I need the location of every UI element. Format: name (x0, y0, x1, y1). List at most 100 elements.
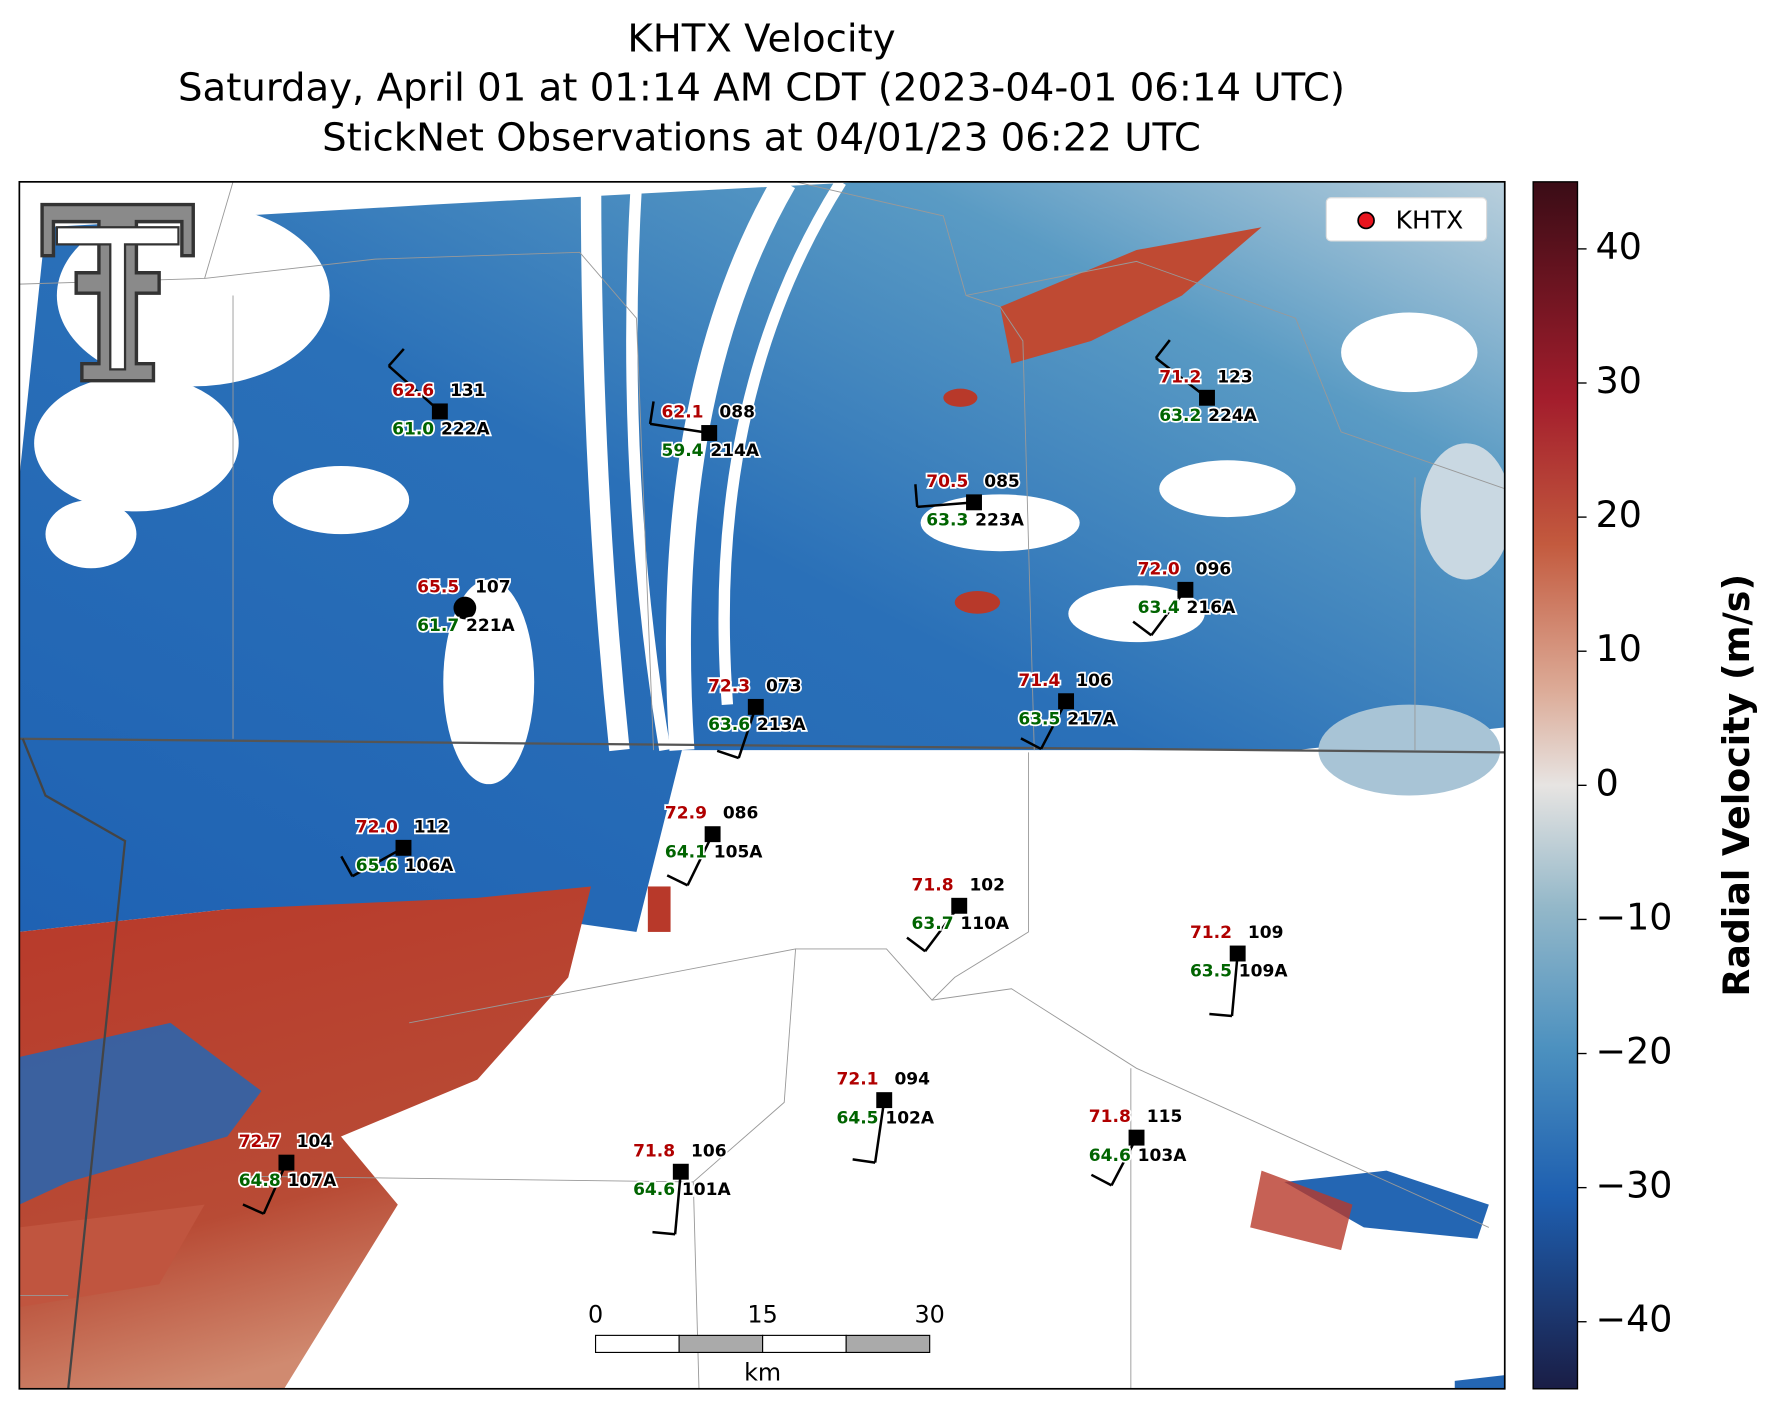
station-marker (431, 403, 448, 420)
wind-direction: 102 (969, 875, 1005, 895)
wind-direction: 088 (719, 403, 755, 423)
station-marker (1128, 1129, 1145, 1146)
dewpoint: 63.5 (1190, 962, 1232, 982)
station-marker (1177, 581, 1194, 598)
dewpoint: 61.0 (392, 420, 434, 440)
wind-barb (906, 936, 926, 953)
colorbar-tick-label: −30 (1596, 1164, 1673, 1207)
station-id: 224A (1208, 406, 1258, 426)
scale-bar: 0 15 30 km (588, 1301, 945, 1387)
temperature: 72.0 (356, 817, 398, 837)
station-marker (1058, 693, 1075, 710)
station: 72.0 096 63.4 216A (1132, 558, 1238, 637)
legend-marker (1357, 211, 1375, 230)
dewpoint: 63.5 (1018, 709, 1060, 729)
wind-staff (737, 706, 757, 759)
boundaries (19, 181, 1505, 1389)
station: 72.1 094 64.5 102A (835, 1068, 937, 1164)
station-marker (747, 698, 764, 715)
wind-barb (387, 348, 405, 367)
station-id: 216A (1187, 598, 1237, 618)
station: 71.2 123 63.2 224A (1154, 339, 1259, 428)
station: 71.8 102 63.7 110A (906, 874, 1012, 953)
wind-direction: 096 (1196, 559, 1232, 579)
wind-barb (652, 1230, 676, 1236)
colorbar-scale (1532, 181, 1579, 1390)
stations: 62.6 131 61.0 222A 62.1 088 59.4 214A 71.2 123 63.… (237, 339, 1290, 1236)
station-marker (278, 1154, 295, 1171)
dewpoint: 64.5 (837, 1108, 879, 1128)
colorbar-label: Radial Velocity (m/s) (1715, 574, 1758, 997)
observation-time: StickNet Observations at 04/01/23 06:22 … (322, 115, 1201, 160)
temperature: 72.9 (665, 804, 707, 824)
wind-staff (686, 833, 714, 886)
wind-direction: 073 (766, 676, 802, 696)
station-id: 106A (405, 856, 455, 876)
dewpoint: 63.6 (708, 715, 750, 735)
temperature: 71.2 (1159, 367, 1201, 387)
station: 62.6 131 61.0 222A (387, 348, 492, 441)
station-id: 217A (1067, 709, 1117, 729)
wind-direction: 085 (984, 472, 1020, 492)
temperature: 62.6 (392, 381, 434, 401)
radar-field (19, 181, 1505, 1389)
station: 71.4 106 63.5 217A (1017, 669, 1118, 751)
wind-direction: 086 (723, 804, 759, 824)
wind-direction: 109 (1248, 923, 1284, 943)
scale-unit: km (744, 1359, 781, 1387)
wind-staff (1230, 953, 1239, 1017)
wind-direction: 131 (450, 381, 486, 401)
station: 70.5 085 63.3 223A (914, 470, 1026, 532)
wind-barb (242, 1203, 265, 1215)
dewpoint: 63.2 (1159, 406, 1201, 426)
temperature: 71.4 (1018, 671, 1060, 691)
temperature: 72.1 (837, 1070, 879, 1090)
colorbar-tick-label: 0 (1596, 761, 1619, 804)
temperature: 72.0 (1138, 559, 1180, 579)
station-marker (951, 897, 968, 914)
dewpoint: 63.3 (926, 511, 968, 531)
wind-staff (649, 422, 710, 435)
wind-staff (262, 1162, 288, 1215)
legend: KHTX (1325, 197, 1488, 242)
dewpoint: 61.7 (417, 616, 459, 636)
scale-label: 15 (747, 1301, 777, 1329)
dewpoint: 64.1 (665, 842, 707, 862)
wind-staff (873, 1099, 886, 1163)
dewpoint: 64.8 (239, 1171, 281, 1191)
station-marker (966, 494, 982, 511)
wind-direction: 094 (894, 1070, 930, 1090)
station: 71.2 109 63.5 109A (1188, 921, 1290, 1018)
station-marker (701, 425, 718, 441)
wind-staff (673, 1171, 683, 1235)
colorbar-tick-label: 30 (1596, 359, 1642, 402)
logo (40, 202, 195, 383)
temperature: 70.5 (926, 472, 968, 492)
station: 71.8 115 64.6 103A (1087, 1105, 1189, 1187)
colorbar: Radial Velocity (m/s) −40 −30 −20 −10 0 10 20 3… (1532, 181, 1758, 1390)
station-marker (704, 826, 721, 843)
colorbar-tick-label: −40 (1596, 1298, 1673, 1341)
map-frame (18, 180, 1506, 1390)
legend-label: KHTX (1396, 206, 1464, 235)
wind-direction: 115 (1147, 1107, 1183, 1127)
wind-direction: 106 (1076, 671, 1112, 691)
wind-barb (1132, 620, 1153, 637)
wind-direction: 104 (297, 1132, 333, 1152)
dewpoint: 63.4 (1138, 598, 1180, 618)
temperature: 71.8 (633, 1141, 675, 1161)
station: 72.7 104 64.8 107A (237, 1130, 339, 1215)
wind-direction: 107 (475, 578, 511, 598)
station: 65.5 107 61.7 221A (415, 576, 517, 638)
temperature: 71.8 (912, 875, 954, 895)
wind-barb (648, 401, 655, 425)
station-id: 213A (757, 715, 807, 735)
station: 72.9 086 64.1 105A (663, 802, 765, 887)
wind-barb (666, 874, 689, 887)
dewpoint: 64.6 (633, 1180, 675, 1200)
temperature: 62.1 (661, 403, 703, 423)
station-id: 109A (1239, 962, 1289, 982)
station-id: 102A (885, 1108, 935, 1128)
wind-barb (716, 749, 740, 760)
